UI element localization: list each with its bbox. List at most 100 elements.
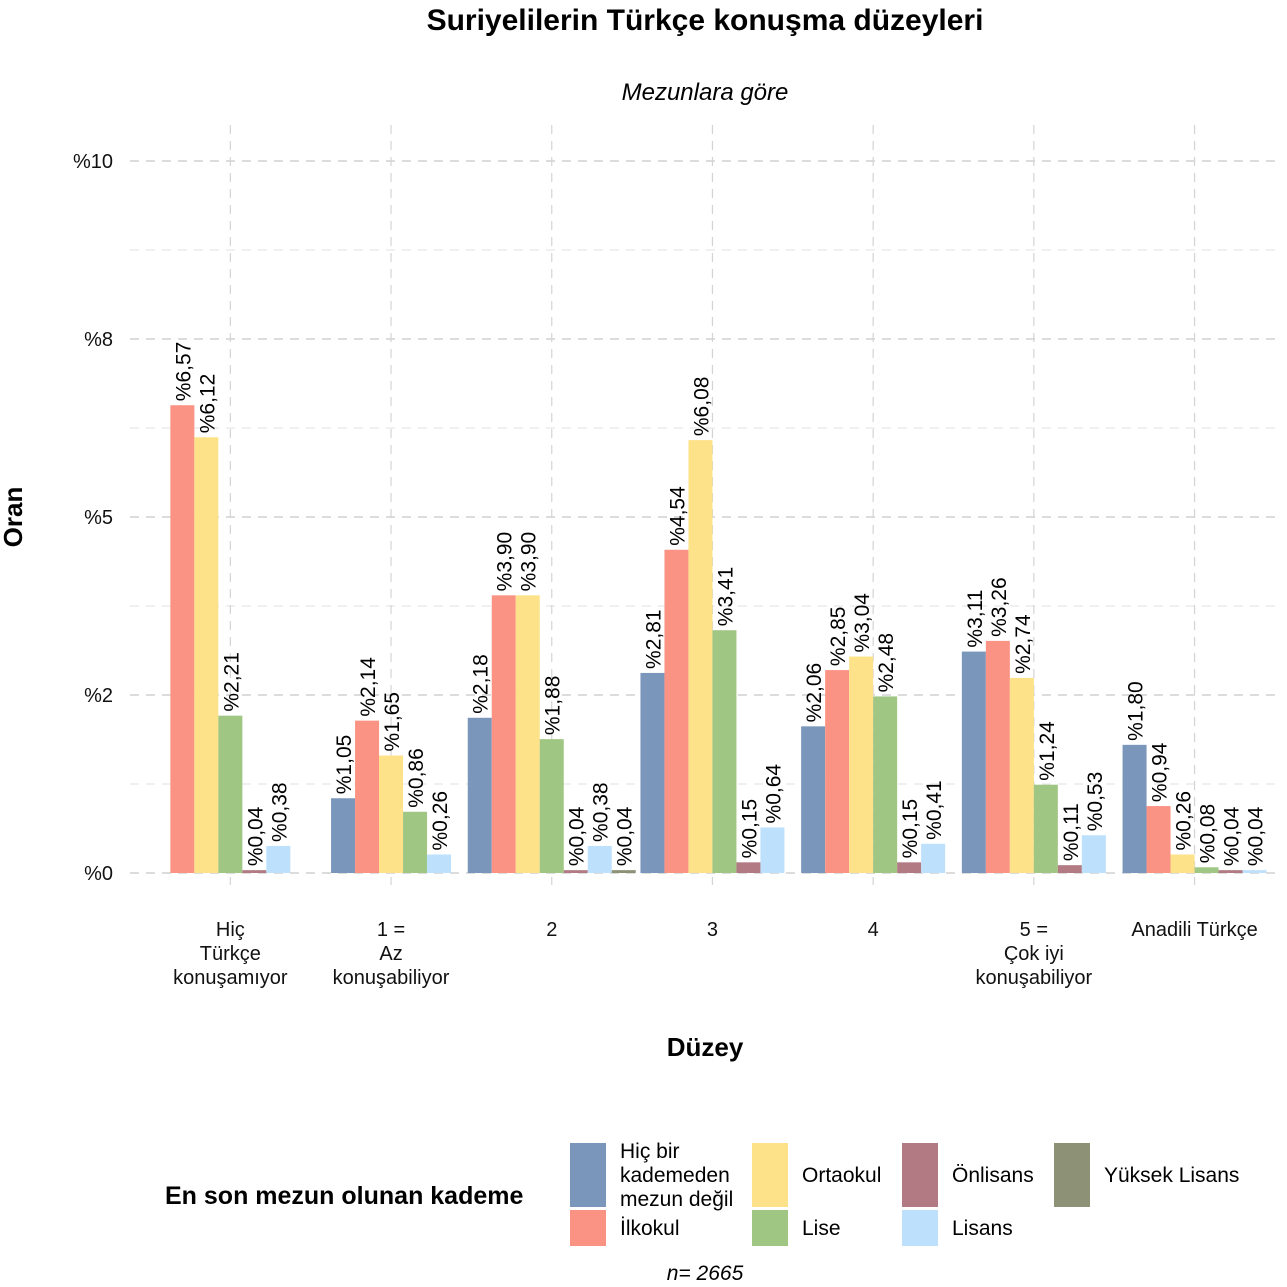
data-label: %4,54	[666, 486, 689, 546]
data-label: %0,86	[405, 748, 428, 808]
bar	[1218, 870, 1243, 873]
bar	[1081, 835, 1106, 873]
data-label: %2,81	[642, 609, 665, 669]
bar	[985, 640, 1010, 873]
legend-label: Lisans	[952, 1217, 1013, 1240]
bar	[403, 811, 428, 873]
bar	[170, 405, 195, 873]
bar	[664, 549, 689, 873]
data-label: %0,64	[762, 764, 785, 824]
bar	[1033, 784, 1058, 873]
legend-label: Ortaokul	[802, 1164, 881, 1187]
data-label: %2,48	[875, 633, 898, 693]
y-axis-title: Oran	[0, 487, 28, 548]
bar	[1009, 677, 1034, 873]
bar	[266, 845, 291, 873]
data-label: %0,94	[1149, 742, 1172, 802]
bar	[587, 845, 612, 873]
bar	[712, 630, 737, 873]
data-label: %0,15	[899, 799, 922, 859]
bar	[515, 595, 540, 873]
y-tick-label: %8	[84, 329, 113, 351]
bar	[640, 672, 665, 873]
bar	[379, 755, 404, 873]
legend-swatch	[902, 1210, 938, 1246]
data-label: %1,24	[1036, 721, 1059, 781]
data-label: %0,53	[1084, 772, 1107, 832]
bar	[825, 670, 850, 873]
bar	[1194, 867, 1219, 873]
data-label: %3,90	[494, 532, 517, 592]
data-label: %1,88	[542, 676, 565, 736]
y-tick-label: %5	[84, 507, 113, 529]
y-tick-label: %10	[73, 151, 113, 173]
bar	[563, 870, 588, 873]
legend-title: En son mezun olunan kademe	[165, 1182, 523, 1210]
bar	[1146, 806, 1171, 873]
data-label: %6,12	[196, 374, 219, 434]
bar	[921, 843, 946, 873]
data-label: %0,41	[923, 780, 946, 840]
x-tick-label: Anadili Türkçe	[1131, 919, 1257, 941]
bars	[170, 405, 1267, 873]
bar	[688, 440, 713, 873]
data-label: %2,18	[470, 654, 493, 714]
x-tick-label: 2	[546, 919, 557, 941]
caption: n= 2665	[667, 1262, 744, 1285]
bar	[873, 696, 898, 873]
bar	[897, 862, 922, 873]
x-tick-label: 5 = Çok iyi konuşabiliyor	[975, 919, 1092, 989]
bar	[194, 437, 219, 873]
legend-swatch	[1054, 1143, 1090, 1207]
bar	[611, 870, 636, 873]
data-label: %3,11	[964, 590, 987, 648]
y-tick-label: %0	[84, 863, 113, 885]
chart-subtitle: Mezunlara göre	[622, 79, 789, 106]
bar	[849, 656, 874, 873]
data-label: %2,74	[1012, 614, 1035, 674]
bar	[1170, 854, 1195, 873]
data-label: %3,04	[851, 593, 874, 653]
data-label: %0,26	[1173, 791, 1196, 851]
bar	[218, 715, 243, 873]
legend-label: Önlisans	[952, 1164, 1034, 1187]
data-label: %2,06	[803, 663, 826, 723]
data-label: %2,21	[220, 652, 243, 712]
bar	[1057, 865, 1082, 873]
legend-label: Yüksek Lisans	[1104, 1164, 1239, 1187]
legend-swatch	[752, 1210, 788, 1246]
data-label: %6,08	[690, 377, 713, 437]
bar	[491, 595, 516, 873]
y-tick-label: %2	[84, 685, 113, 707]
data-label: %1,65	[381, 692, 404, 752]
data-label: %0,04	[566, 806, 589, 866]
legend-swatch	[902, 1143, 938, 1207]
bar	[1122, 744, 1147, 873]
data-label: %0,04	[614, 806, 637, 866]
bar	[736, 862, 761, 873]
bar	[242, 870, 267, 873]
data-labels: %6,57%6,12%2,21%0,04 %0,38%1,05%2,14%1,65…	[172, 342, 1267, 866]
data-label: %0,38	[590, 782, 613, 842]
bar	[467, 717, 492, 873]
x-tick-label: Hiç Türkçe konuşamıyor	[173, 919, 288, 989]
data-label: %1,80	[1125, 681, 1148, 741]
bar	[427, 854, 452, 873]
legend-label: Hiç bir kademeden mezun değil	[620, 1140, 733, 1211]
data-label: %0,04	[1245, 806, 1268, 866]
x-tick-label: 4	[868, 919, 879, 941]
x-tick-label: 1 = Az konuşabiliyor	[333, 919, 450, 989]
bar	[801, 726, 826, 873]
chart-title: Suriyelilerin Türkçe konuşma düzeyleri	[427, 4, 984, 37]
bar	[1242, 870, 1267, 873]
bar	[760, 827, 785, 873]
data-label: %0,15	[738, 799, 761, 859]
legend-label: Lise	[802, 1217, 841, 1240]
legend-swatch	[570, 1210, 606, 1246]
data-label: %0,04	[244, 806, 267, 866]
bar	[355, 720, 380, 873]
x-axis-ticks: Hiç Türkçe konuşamıyor 1 = Az konuşabiliyor 2 3…	[173, 919, 1258, 989]
bar	[539, 739, 564, 873]
bar	[961, 651, 986, 873]
data-label: %3,90	[518, 532, 541, 592]
